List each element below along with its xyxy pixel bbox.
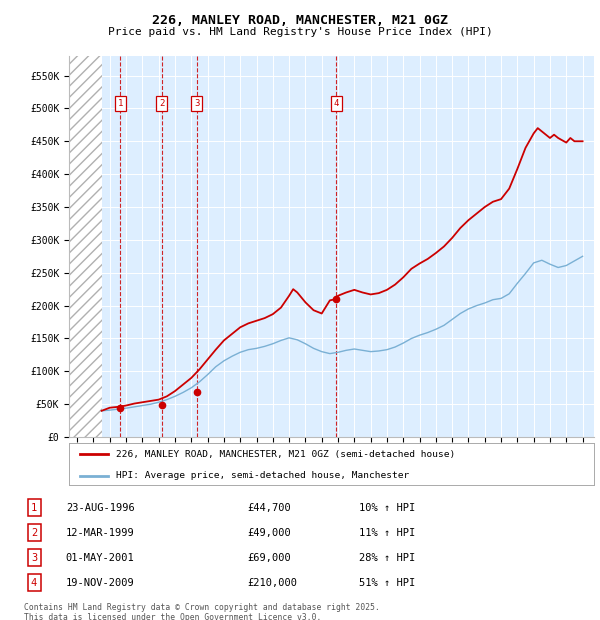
Text: 19-NOV-2009: 19-NOV-2009: [66, 578, 134, 588]
Text: 4: 4: [334, 99, 339, 108]
Text: 4: 4: [31, 578, 37, 588]
Text: 226, MANLEY ROAD, MANCHESTER, M21 0GZ (semi-detached house): 226, MANLEY ROAD, MANCHESTER, M21 0GZ (s…: [116, 450, 455, 459]
Text: 2: 2: [31, 528, 37, 538]
Text: 10% ↑ HPI: 10% ↑ HPI: [359, 503, 415, 513]
Text: 3: 3: [31, 552, 37, 562]
Text: Price paid vs. HM Land Registry's House Price Index (HPI): Price paid vs. HM Land Registry's House …: [107, 27, 493, 37]
Text: 1: 1: [31, 503, 37, 513]
Text: £69,000: £69,000: [247, 552, 291, 562]
Text: 3: 3: [194, 99, 199, 108]
Text: 226, MANLEY ROAD, MANCHESTER, M21 0GZ: 226, MANLEY ROAD, MANCHESTER, M21 0GZ: [152, 14, 448, 27]
Text: HPI: Average price, semi-detached house, Manchester: HPI: Average price, semi-detached house,…: [116, 471, 409, 480]
Text: £44,700: £44,700: [247, 503, 291, 513]
Text: 51% ↑ HPI: 51% ↑ HPI: [359, 578, 415, 588]
Text: 2: 2: [159, 99, 164, 108]
Text: 01-MAY-2001: 01-MAY-2001: [66, 552, 134, 562]
Text: 12-MAR-1999: 12-MAR-1999: [66, 528, 134, 538]
Text: 11% ↑ HPI: 11% ↑ HPI: [359, 528, 415, 538]
Text: £49,000: £49,000: [247, 528, 291, 538]
Text: £210,000: £210,000: [247, 578, 297, 588]
Text: 23-AUG-1996: 23-AUG-1996: [66, 503, 134, 513]
Text: 1: 1: [118, 99, 123, 108]
Text: 28% ↑ HPI: 28% ↑ HPI: [359, 552, 415, 562]
Text: Contains HM Land Registry data © Crown copyright and database right 2025.
This d: Contains HM Land Registry data © Crown c…: [24, 603, 380, 620]
